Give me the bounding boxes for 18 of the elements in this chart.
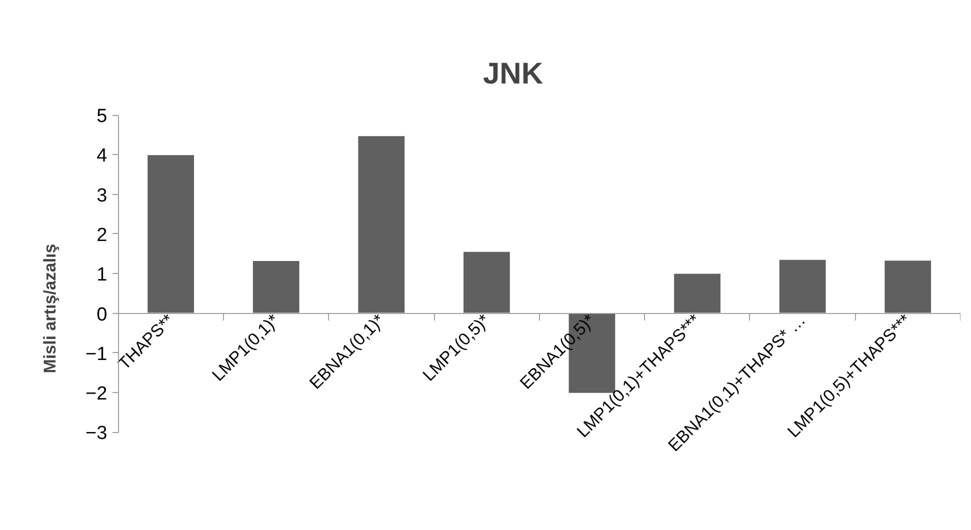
y-tick-label: −2: [85, 384, 108, 405]
bar: [252, 260, 300, 314]
bar: [357, 135, 406, 314]
y-tick-label: 0: [96, 304, 108, 326]
y-tick-label: 2: [96, 224, 108, 246]
bar: [462, 250, 511, 314]
bar: [146, 154, 195, 314]
y-tick-label: −3: [85, 423, 108, 444]
y-tick-label: 1: [96, 264, 108, 286]
bar: [673, 272, 722, 314]
y-tick-label: 3: [96, 185, 108, 206]
bar: [778, 258, 827, 314]
y-tick-label: 5: [96, 106, 108, 128]
y-tick-label: 4: [96, 146, 108, 167]
bar: [884, 260, 932, 314]
y-axis-title: Misli artış/azalış: [40, 244, 60, 374]
chart-title: JNK: [482, 58, 544, 90]
y-tick-label: −1: [85, 344, 108, 365]
